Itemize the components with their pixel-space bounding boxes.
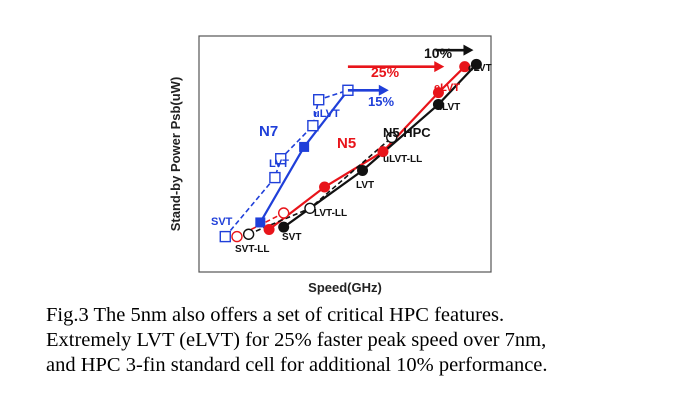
point-n5-hpc-0 [278,221,290,233]
annotation-25pct: 25% [371,64,400,80]
label-elvt-red: eLVT [434,82,460,94]
label-elvt-black: eLVT [468,63,492,74]
annotation-arrow-0 [347,84,389,96]
point-n7-ll-3 [307,119,319,132]
caption-line-3: and HPC 3-fin standard cell for addition… [46,354,548,376]
point-n5-ll-1 [277,207,290,219]
annotation-10pct: 10% [424,45,453,61]
point-n5-hpc-2 [432,98,444,110]
point-n7-ll-2 [275,153,287,165]
label-n5: N5 [337,135,356,152]
point-n7-ll-1 [269,171,281,184]
arrow-layer [347,44,474,96]
label-n7: N7 [259,123,278,140]
annotation-arrow-2 [435,44,474,56]
label-n7-svt: SVT [211,216,233,228]
plot-frame [198,35,492,273]
point-n7-1 [299,141,310,152]
point-n5-4 [459,61,471,73]
point-n5-hpc-ll-0 [242,228,255,240]
point-n5-hpc-ll-2 [386,131,398,144]
label-svt: SVT [282,232,301,243]
label-svt-ll: SVT-LL [235,244,269,255]
label-ulvt-ll: uLVT-LL [383,154,422,165]
label-lvt: LVT [356,180,374,191]
caption-line-2: Extremely LVT (eLVT) for 25% faster peak… [46,329,547,351]
point-n5-3 [432,87,444,99]
caption-line-1: Fig.3 The 5nm also offers a set of criti… [46,304,505,326]
point-n5-2 [377,146,389,158]
series-line-n5-hpc [283,63,478,229]
annotation-15pct: 15% [368,94,394,109]
annotation-arrow-1 [347,61,445,73]
y-axis-label: Stand-by Power Psb(uW) [168,77,183,232]
point-n5-hpc-ll-1 [304,202,316,214]
label-ulvt: uLVT [436,102,460,113]
point-n5-1 [319,181,331,193]
chart: 15% 25% 10% N7 N5 N5 HPC SVT LVT uLVT SV… [168,35,492,295]
label-lvt-ll: LVT-LL [314,208,347,219]
point-n5-ll-0 [231,230,243,243]
series-line-n7-ll [224,89,349,238]
point-n5-0 [263,224,275,236]
marker-layer [219,58,482,243]
point-n5-hpc-1 [357,165,369,177]
point-n7-ll-0 [219,230,231,243]
figure-caption: Fig.3 The 5nm also offers a set of criti… [46,303,671,378]
label-n7-ulvt: uLVT [313,108,340,120]
point-n5-hpc-3 [470,58,482,70]
label-n7-lvt: LVT [269,158,289,170]
point-n7-0 [255,217,266,228]
label-n5-hpc: N5 HPC [383,125,431,140]
x-axis-label: Speed(GHz) [308,280,382,295]
point-n7-ll-4 [313,94,325,106]
